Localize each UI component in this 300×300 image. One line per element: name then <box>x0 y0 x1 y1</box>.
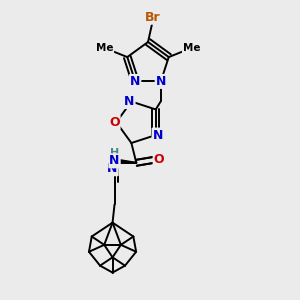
Text: Br: Br <box>145 11 161 24</box>
Text: Me: Me <box>183 43 200 53</box>
Text: H: H <box>110 148 119 158</box>
Text: N: N <box>109 154 120 167</box>
Text: N: N <box>156 75 166 88</box>
Text: H: H <box>108 154 117 164</box>
Text: O: O <box>154 153 164 166</box>
Text: N: N <box>107 162 118 175</box>
Text: O: O <box>154 153 164 166</box>
Text: O: O <box>109 116 120 129</box>
Text: N: N <box>130 75 140 88</box>
Text: Me: Me <box>96 43 113 53</box>
Text: N: N <box>124 95 135 108</box>
Text: N: N <box>152 129 163 142</box>
